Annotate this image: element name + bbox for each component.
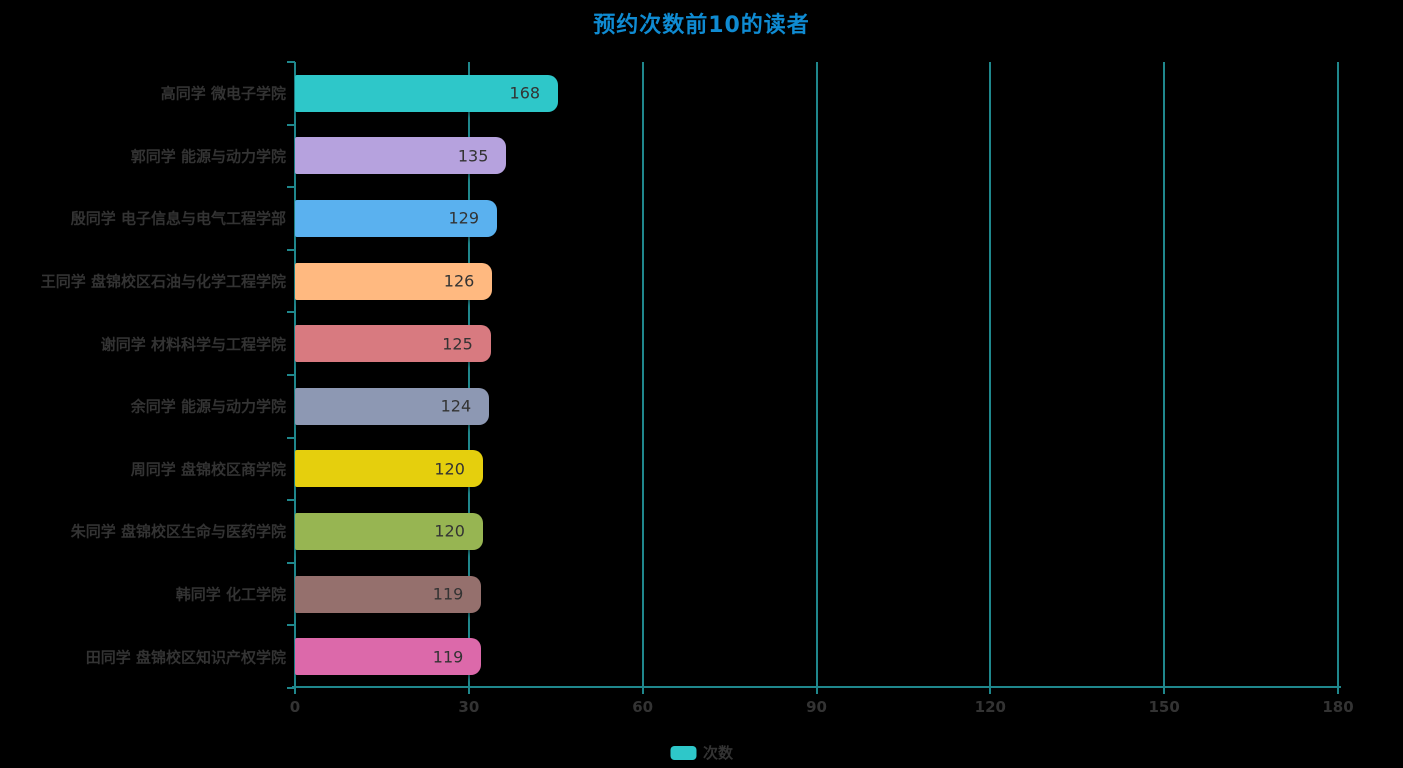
x-tick-label: 150 <box>1148 698 1180 716</box>
plot-area: 0 30 60 90 120 150 180 高同学 微电子学院 168 郭同学 能源与动力学院… <box>41 61 1354 716</box>
bar-row: 谢同学 材料科学与工程学院 125 <box>101 312 1338 375</box>
bar-row: 韩同学 化工学院 119 <box>176 563 1338 626</box>
bar[interactable]: 126 <box>295 262 493 300</box>
category-label: 谢同学 材料科学与工程学院 <box>100 335 286 354</box>
bar[interactable]: 135 <box>295 137 507 175</box>
y-axis-tick <box>287 374 295 376</box>
bar[interactable]: 168 <box>295 74 559 112</box>
y-axis-tick <box>287 499 295 502</box>
bar-value-label: 129 <box>448 208 479 228</box>
bar[interactable]: 120 <box>295 512 483 550</box>
category-label: 田同学 盘锦校区知识产权学院 <box>85 648 286 667</box>
bar-row: 朱同学 盘锦校区生命与医药学院 120 <box>71 500 1338 563</box>
bar-row: 殷同学 电子信息与电气工程学部 129 <box>71 187 1338 250</box>
y-axis-tick <box>287 123 295 126</box>
legend-item-count[interactable]: 次数 <box>669 742 734 763</box>
category-label: 高同学 微电子学院 <box>160 84 286 103</box>
gridline <box>294 62 296 688</box>
x-axis-tick <box>1163 688 1166 694</box>
category-label: 周同学 盘锦校区商学院 <box>130 460 286 479</box>
y-axis-tick <box>287 311 295 314</box>
bar[interactable]: 124 <box>295 387 490 425</box>
bar-row: 余同学 能源与动力学院 124 <box>131 375 1338 438</box>
gridline <box>815 62 818 688</box>
bar-row: 郭同学 能源与动力学院 135 <box>131 125 1338 188</box>
x-tick-label: 60 <box>632 698 654 716</box>
bar-row: 周同学 盘锦校区商学院 120 <box>131 438 1338 501</box>
gridline <box>989 62 992 688</box>
bar-value-label: 135 <box>457 146 489 166</box>
bar-value-label: 120 <box>434 521 465 541</box>
y-axis-tick <box>287 186 295 189</box>
y-axis-tick <box>287 624 295 627</box>
bar-value-label: 126 <box>443 271 475 291</box>
bar-value-label: 124 <box>440 396 472 416</box>
category-label: 殷同学 电子信息与电气工程学部 <box>70 209 286 228</box>
chart-title: 预约次数前10的读者 <box>593 13 810 38</box>
y-axis-tick <box>287 561 295 564</box>
x-tick-label: 90 <box>806 698 827 716</box>
y-axis-tick <box>287 687 295 689</box>
gridline <box>1337 62 1339 688</box>
x-tick-label: 180 <box>1322 698 1354 716</box>
bar[interactable]: 125 <box>295 325 491 363</box>
y-axis-tick <box>287 61 295 63</box>
x-axis-tick <box>641 688 644 694</box>
category-label: 郭同学 能源与动力学院 <box>130 147 286 166</box>
bar-row: 王同学 盘锦校区石油与化学工程学院 126 <box>41 250 1338 313</box>
bar-value-label: 119 <box>432 584 464 604</box>
bar-row: 田同学 盘锦校区知识产权学院 119 <box>86 625 1338 688</box>
bar-value-label: 168 <box>509 83 541 103</box>
gridline <box>1163 62 1166 688</box>
x-axis-tick <box>989 688 992 694</box>
legend-label: 次数 <box>702 744 734 762</box>
x-tick-label: 30 <box>458 698 480 716</box>
category-label: 余同学 能源与动力学院 <box>130 397 286 416</box>
x-tick-label: 120 <box>974 698 1006 716</box>
bar[interactable]: 120 <box>295 450 483 488</box>
bar-value-label: 119 <box>432 647 464 667</box>
bar-value-label: 125 <box>442 334 473 354</box>
category-label: 朱同学 盘锦校区生命与医药学院 <box>70 522 286 541</box>
gridline <box>467 62 470 688</box>
bar[interactable]: 119 <box>295 638 482 676</box>
x-axis-tick <box>467 688 470 694</box>
bar-value-label: 120 <box>434 459 465 479</box>
legend-swatch <box>669 745 696 760</box>
y-axis-tick <box>287 248 295 251</box>
gridline <box>641 62 644 688</box>
category-label: 韩同学 化工学院 <box>175 585 286 604</box>
x-axis-tick <box>815 688 818 694</box>
bar[interactable]: 119 <box>295 575 482 613</box>
x-tick-label: 0 <box>289 698 301 716</box>
bar[interactable]: 129 <box>295 199 497 237</box>
x-axis-tick <box>1337 688 1339 694</box>
bar-row: 高同学 微电子学院 168 <box>161 62 1338 125</box>
y-axis-tick <box>287 436 295 439</box>
x-axis-tick <box>294 688 296 694</box>
category-label: 王同学 盘锦校区石油与化学工程学院 <box>40 272 286 291</box>
